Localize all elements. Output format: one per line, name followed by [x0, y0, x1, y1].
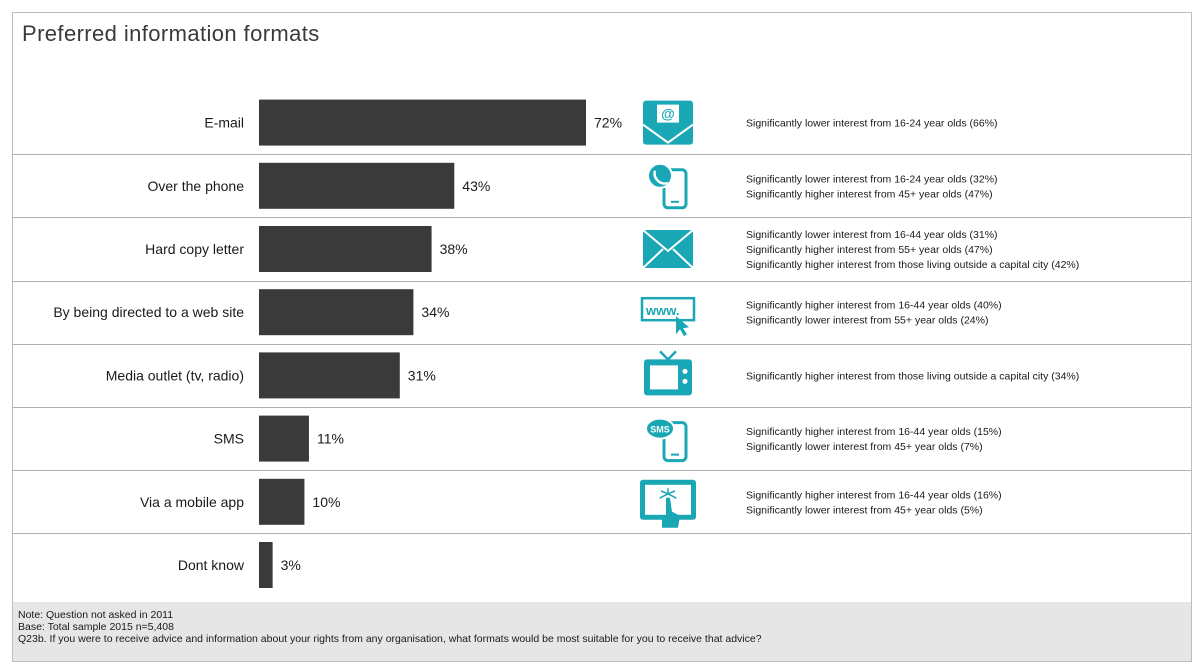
footer-note: Note: Question not asked in 2011 — [18, 609, 174, 621]
category-label: Over the phone — [147, 178, 244, 194]
value-label: 38% — [440, 241, 468, 257]
significance-note: Significantly higher interest from those… — [746, 259, 1079, 271]
bar — [259, 542, 273, 588]
website-icon: www. — [640, 296, 696, 337]
bar — [259, 289, 414, 336]
value-label: 31% — [408, 367, 436, 383]
bar — [259, 162, 455, 209]
tv-icon — [644, 350, 692, 396]
category-label: Dont know — [178, 557, 245, 573]
significance-note: Significantly higher interest from those… — [746, 370, 1079, 382]
significance-note: Significantly lower interest from 45+ ye… — [746, 504, 983, 516]
email-icon: @ — [642, 100, 694, 145]
bar — [259, 478, 305, 525]
chart-panel: Preferred information formats E-mail 72% @… — [12, 12, 1192, 662]
bar — [259, 352, 400, 399]
value-label: 72% — [594, 115, 622, 131]
svg-text:SMS: SMS — [650, 425, 670, 435]
letter-icon — [642, 229, 694, 269]
significance-note: Significantly lower interest from 55+ ye… — [746, 315, 988, 327]
bar — [259, 226, 432, 272]
value-label: 34% — [421, 304, 449, 320]
significance-note: Significantly higher interest from 45+ y… — [746, 188, 993, 200]
significance-note: Significantly higher interest from 16-44… — [746, 489, 1002, 501]
significance-note: Significantly lower interest from 16-44 … — [746, 229, 998, 241]
significance-note: Significantly higher interest from 16-44… — [746, 426, 1002, 438]
bar — [259, 99, 586, 146]
value-label: 3% — [281, 557, 301, 573]
category-label: Hard copy letter — [145, 241, 244, 257]
category-label: Media outlet (tv, radio) — [106, 367, 244, 383]
significance-note: Significantly higher interest from 16-44… — [746, 300, 1002, 312]
footer-question: Q23b. If you were to receive advice and … — [18, 632, 762, 645]
sms-icon: SMS — [645, 417, 688, 463]
category-label: SMS — [214, 431, 244, 447]
bar — [259, 415, 309, 462]
value-label: 43% — [462, 178, 490, 194]
significance-note: Significantly lower interest from 16-24 … — [746, 118, 998, 130]
phone-icon — [647, 162, 688, 210]
svg-text:www.: www. — [645, 303, 679, 318]
svg-text:@: @ — [661, 106, 675, 122]
significance-note: Significantly higher interest from 55+ y… — [746, 244, 993, 256]
significance-note: Significantly lower interest from 16-24 … — [746, 173, 998, 185]
footer-base: Base: Total sample 2015 n=5,408 — [18, 620, 174, 633]
bar-chart: E-mail 72% @ Significantly lower interest f… — [13, 99, 1191, 588]
value-label: 10% — [312, 494, 340, 510]
chart-title: Preferred information formats — [22, 21, 320, 46]
category-label: E-mail — [204, 115, 244, 131]
tablet-icon — [640, 479, 696, 528]
category-label: Via a mobile app — [140, 494, 244, 510]
value-label: 11% — [317, 431, 344, 447]
category-label: By being directed to a web site — [53, 304, 244, 320]
significance-note: Significantly lower interest from 45+ ye… — [746, 441, 983, 453]
footer-notes: Note: Question not asked in 2011 Base: T… — [13, 602, 1191, 661]
